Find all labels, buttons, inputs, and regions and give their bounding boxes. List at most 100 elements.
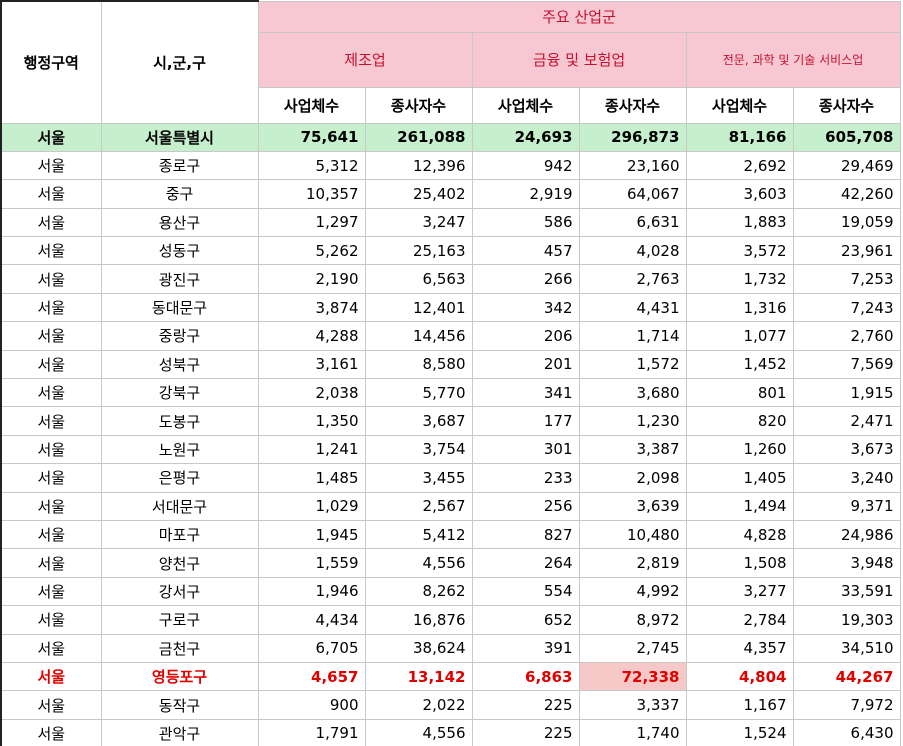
cell-value[interactable]: 23,961 [792,236,901,266]
cell-value[interactable]: 1,524 [685,718,794,746]
cell-district[interactable]: 도봉구 [100,406,259,436]
cell-value[interactable]: 2,190 [257,264,366,294]
cell-value[interactable]: 942 [471,150,580,181]
cell-district[interactable]: 동대문구 [100,292,259,323]
cell-value[interactable]: 261,088 [364,122,473,152]
cell-value[interactable]: 801 [685,378,794,408]
cell-value[interactable]: 10,357 [257,179,366,209]
cell-value[interactable]: 5,770 [364,378,473,408]
cell-value[interactable]: 266 [471,264,580,294]
cell-value[interactable]: 3,948 [792,548,901,578]
cell-value[interactable]: 44,267 [792,661,901,692]
cell-value[interactable]: 301 [471,434,580,465]
cell-region[interactable]: 서울 [0,264,102,294]
cell-value[interactable]: 1,230 [578,406,687,436]
cell-district[interactable]: 중구 [100,179,259,209]
cell-value[interactable]: 33,591 [792,576,901,607]
cell-value[interactable]: 4,657 [257,661,366,692]
cell-value[interactable]: 7,569 [792,349,901,380]
cell-value[interactable]: 3,673 [792,434,901,465]
cell-value[interactable]: 1,405 [685,463,794,493]
cell-value[interactable]: 4,556 [364,548,473,578]
cell-value[interactable]: 3,337 [578,690,687,720]
cell-region[interactable]: 서울 [0,491,102,521]
subheader-cell[interactable]: 사업체수 [257,86,366,124]
header-district[interactable]: 시,군,구 [100,0,259,124]
cell-district[interactable]: 영등포구 [100,661,259,692]
cell-region[interactable]: 서울 [0,519,102,550]
subheader-cell[interactable]: 사업체수 [685,86,794,124]
cell-value[interactable]: 5,262 [257,236,366,266]
cell-region[interactable]: 서울 [0,690,102,720]
cell-value[interactable]: 3,572 [685,236,794,266]
cell-value[interactable]: 256 [471,491,580,521]
cell-value[interactable]: 5,412 [364,519,473,550]
cell-value[interactable]: 342 [471,292,580,323]
cell-value[interactable]: 225 [471,718,580,746]
cell-value[interactable]: 13,142 [364,661,473,692]
cell-district[interactable]: 관악구 [100,718,259,746]
cell-value[interactable]: 2,022 [364,690,473,720]
cell-value[interactable]: 3,247 [364,207,473,238]
cell-value[interactable]: 14,456 [364,321,473,351]
cell-value[interactable]: 3,387 [578,434,687,465]
subheader-cell[interactable]: 종사자수 [578,86,687,124]
cell-value[interactable]: 900 [257,690,366,720]
cell-value[interactable]: 2,760 [792,321,901,351]
cell-value[interactable]: 75,641 [257,122,366,152]
cell-district[interactable]: 성동구 [100,236,259,266]
cell-region[interactable]: 서울 [0,378,102,408]
cell-value[interactable]: 6,705 [257,633,366,663]
cell-value[interactable]: 1,297 [257,207,366,238]
cell-value[interactable]: 4,288 [257,321,366,351]
cell-value[interactable]: 2,567 [364,491,473,521]
cell-value[interactable]: 25,163 [364,236,473,266]
cell-value[interactable]: 1,791 [257,718,366,746]
cell-value[interactable]: 19,303 [792,605,901,635]
cell-value[interactable]: 233 [471,463,580,493]
cell-value[interactable]: 2,819 [578,548,687,578]
cell-value[interactable]: 9,371 [792,491,901,521]
cell-value[interactable]: 5,312 [257,150,366,181]
cell-region[interactable]: 서울 [0,633,102,663]
cell-value[interactable]: 24,986 [792,519,901,550]
cell-value[interactable]: 72,338 [578,661,687,692]
cell-value[interactable]: 1,714 [578,321,687,351]
header-manufacturing[interactable]: 제조업 [257,31,473,88]
cell-value[interactable]: 1,350 [257,406,366,436]
cell-value[interactable]: 2,692 [685,150,794,181]
cell-value[interactable]: 1,452 [685,349,794,380]
cell-value[interactable]: 3,240 [792,463,901,493]
cell-region[interactable]: 서울 [0,406,102,436]
cell-value[interactable]: 1,316 [685,292,794,323]
header-industry-group[interactable]: 주요 산업군 [257,0,901,33]
cell-value[interactable]: 8,972 [578,605,687,635]
cell-region[interactable]: 서울 [0,661,102,692]
cell-value[interactable]: 2,763 [578,264,687,294]
cell-value[interactable]: 1,732 [685,264,794,294]
cell-value[interactable]: 2,098 [578,463,687,493]
cell-value[interactable]: 2,745 [578,633,687,663]
cell-value[interactable]: 3,680 [578,378,687,408]
cell-value[interactable]: 1,260 [685,434,794,465]
cell-district[interactable]: 성북구 [100,349,259,380]
cell-value[interactable]: 391 [471,633,580,663]
cell-value[interactable]: 3,874 [257,292,366,323]
cell-district[interactable]: 은평구 [100,463,259,493]
cell-value[interactable]: 4,804 [685,661,794,692]
cell-value[interactable]: 1,883 [685,207,794,238]
cell-value[interactable]: 3,161 [257,349,366,380]
cell-value[interactable]: 1,572 [578,349,687,380]
cell-value[interactable]: 827 [471,519,580,550]
cell-value[interactable]: 1,559 [257,548,366,578]
cell-value[interactable]: 12,401 [364,292,473,323]
cell-value[interactable]: 3,687 [364,406,473,436]
cell-value[interactable]: 3,639 [578,491,687,521]
cell-region[interactable]: 서울 [0,349,102,380]
cell-value[interactable]: 554 [471,576,580,607]
cell-district[interactable]: 광진구 [100,264,259,294]
cell-value[interactable]: 1,167 [685,690,794,720]
cell-value[interactable]: 201 [471,349,580,380]
cell-value[interactable]: 29,469 [792,150,901,181]
cell-value[interactable]: 3,277 [685,576,794,607]
